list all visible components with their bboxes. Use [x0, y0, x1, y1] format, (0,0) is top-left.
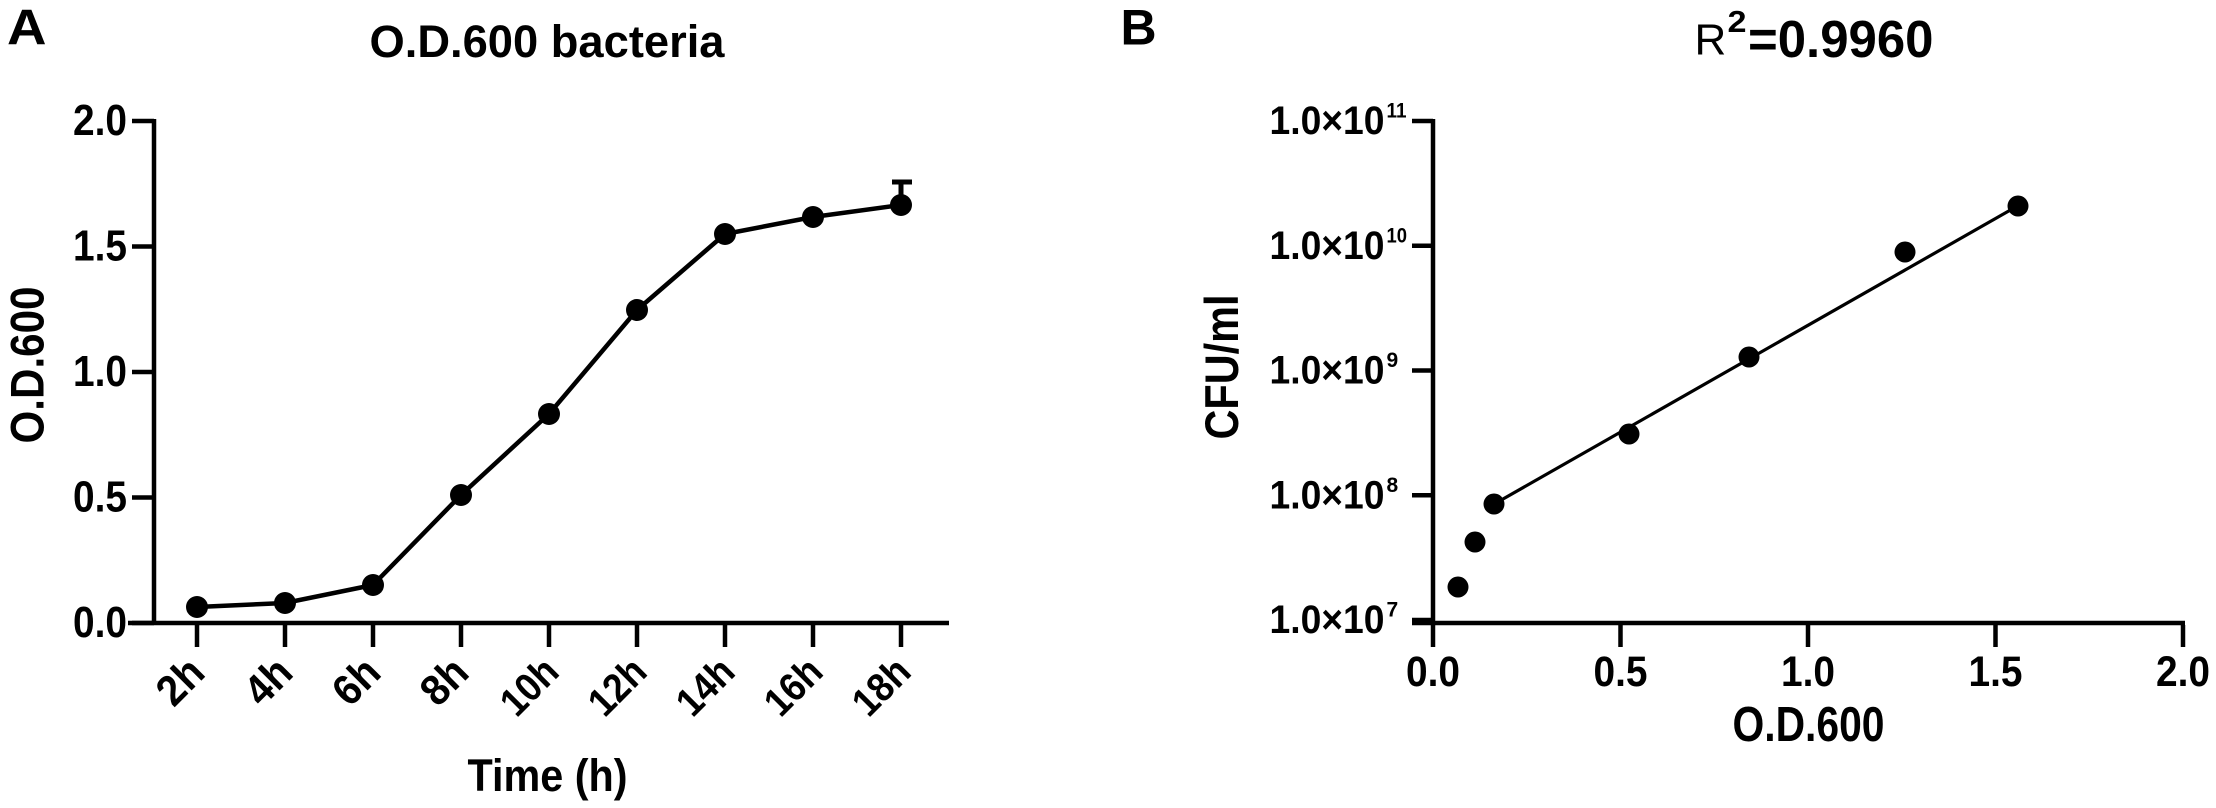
- svg-text:1.0×10: 1.0×10: [1270, 349, 1385, 393]
- svg-text:1.0×10: 1.0×10: [1270, 224, 1385, 268]
- svg-text:O.D.600 bacteria: O.D.600 bacteria: [370, 16, 726, 67]
- svg-text:=0.9960: =0.9960: [1748, 11, 1934, 69]
- svg-text:R: R: [1695, 16, 1727, 65]
- svg-text:1.0: 1.0: [73, 347, 127, 396]
- svg-text:B: B: [1121, 0, 1157, 55]
- svg-text:1.0: 1.0: [1781, 648, 1835, 696]
- svg-text:1.0×10: 1.0×10: [1270, 99, 1385, 143]
- svg-text:1.5: 1.5: [1969, 648, 2023, 696]
- svg-text:1.5: 1.5: [73, 222, 127, 271]
- svg-text:O.D.600: O.D.600: [1733, 698, 1885, 752]
- svg-text:0.0: 0.0: [73, 598, 127, 647]
- svg-text:2: 2: [1728, 4, 1747, 39]
- svg-text:0.5: 0.5: [1594, 648, 1648, 696]
- svg-text:0.0: 0.0: [1406, 648, 1460, 696]
- svg-text:Time (h): Time (h): [468, 750, 628, 801]
- svg-text:CFU/ml: CFU/ml: [1195, 295, 1248, 440]
- svg-text:1.0×10: 1.0×10: [1270, 598, 1385, 642]
- svg-text:2.0: 2.0: [2156, 648, 2210, 696]
- svg-text:11: 11: [1387, 100, 1407, 123]
- svg-text:7: 7: [1387, 599, 1399, 622]
- svg-text:8: 8: [1387, 474, 1399, 497]
- svg-text:O.D.600: O.D.600: [1, 287, 54, 444]
- svg-text:9: 9: [1387, 349, 1399, 372]
- svg-text:10: 10: [1387, 224, 1408, 247]
- svg-text:2.0: 2.0: [73, 96, 127, 145]
- svg-text:1.0×10: 1.0×10: [1270, 473, 1385, 517]
- svg-text:0.5: 0.5: [73, 473, 127, 522]
- svg-text:A: A: [7, 0, 47, 56]
